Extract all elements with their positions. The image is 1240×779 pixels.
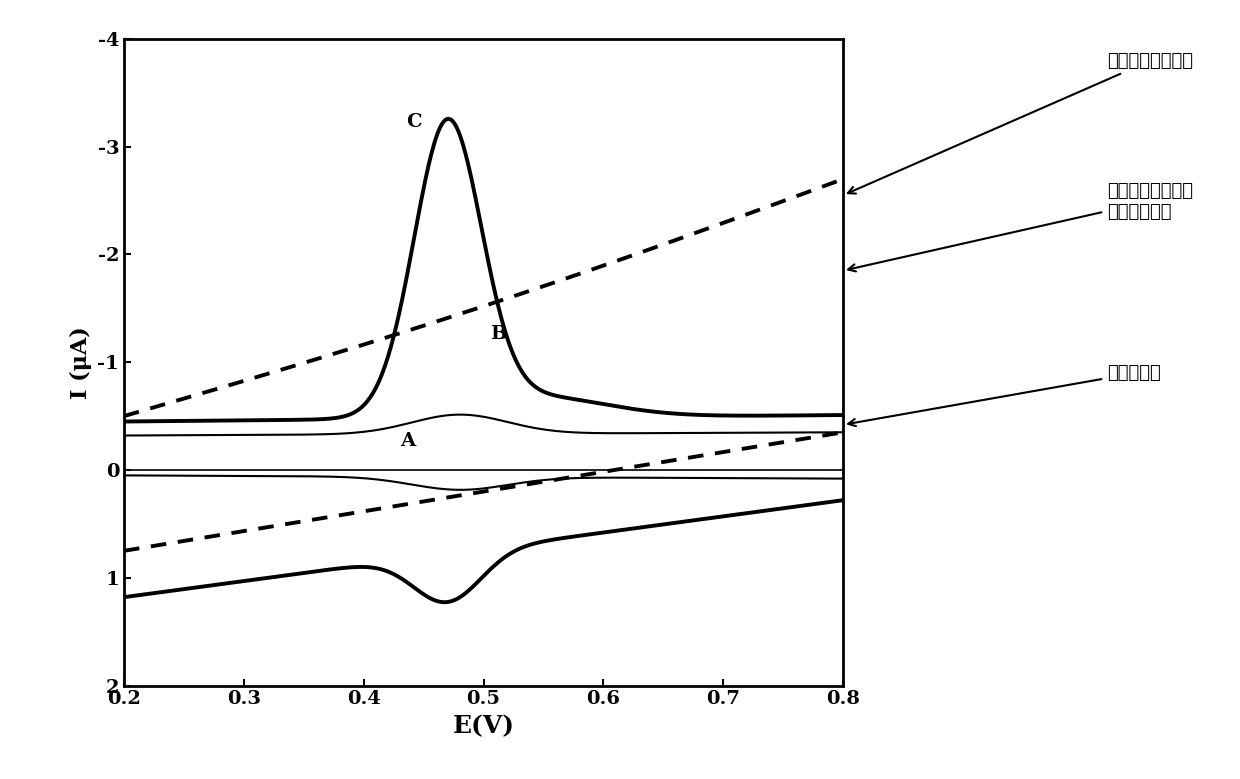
Text: B: B [490, 325, 506, 343]
X-axis label: E(V): E(V) [453, 714, 515, 738]
Text: 裸玻碘电极: 裸玻碘电极 [848, 365, 1161, 426]
Text: C: C [405, 113, 422, 132]
Text: A: A [399, 432, 415, 450]
Text: 碳纳米管修饰电极
（空白底液）: 碳纳米管修饰电极 （空白底液） [848, 182, 1193, 271]
Y-axis label: I (μA): I (μA) [69, 326, 92, 399]
Text: 碳纳米管修饰电极: 碳纳米管修饰电极 [848, 52, 1193, 193]
